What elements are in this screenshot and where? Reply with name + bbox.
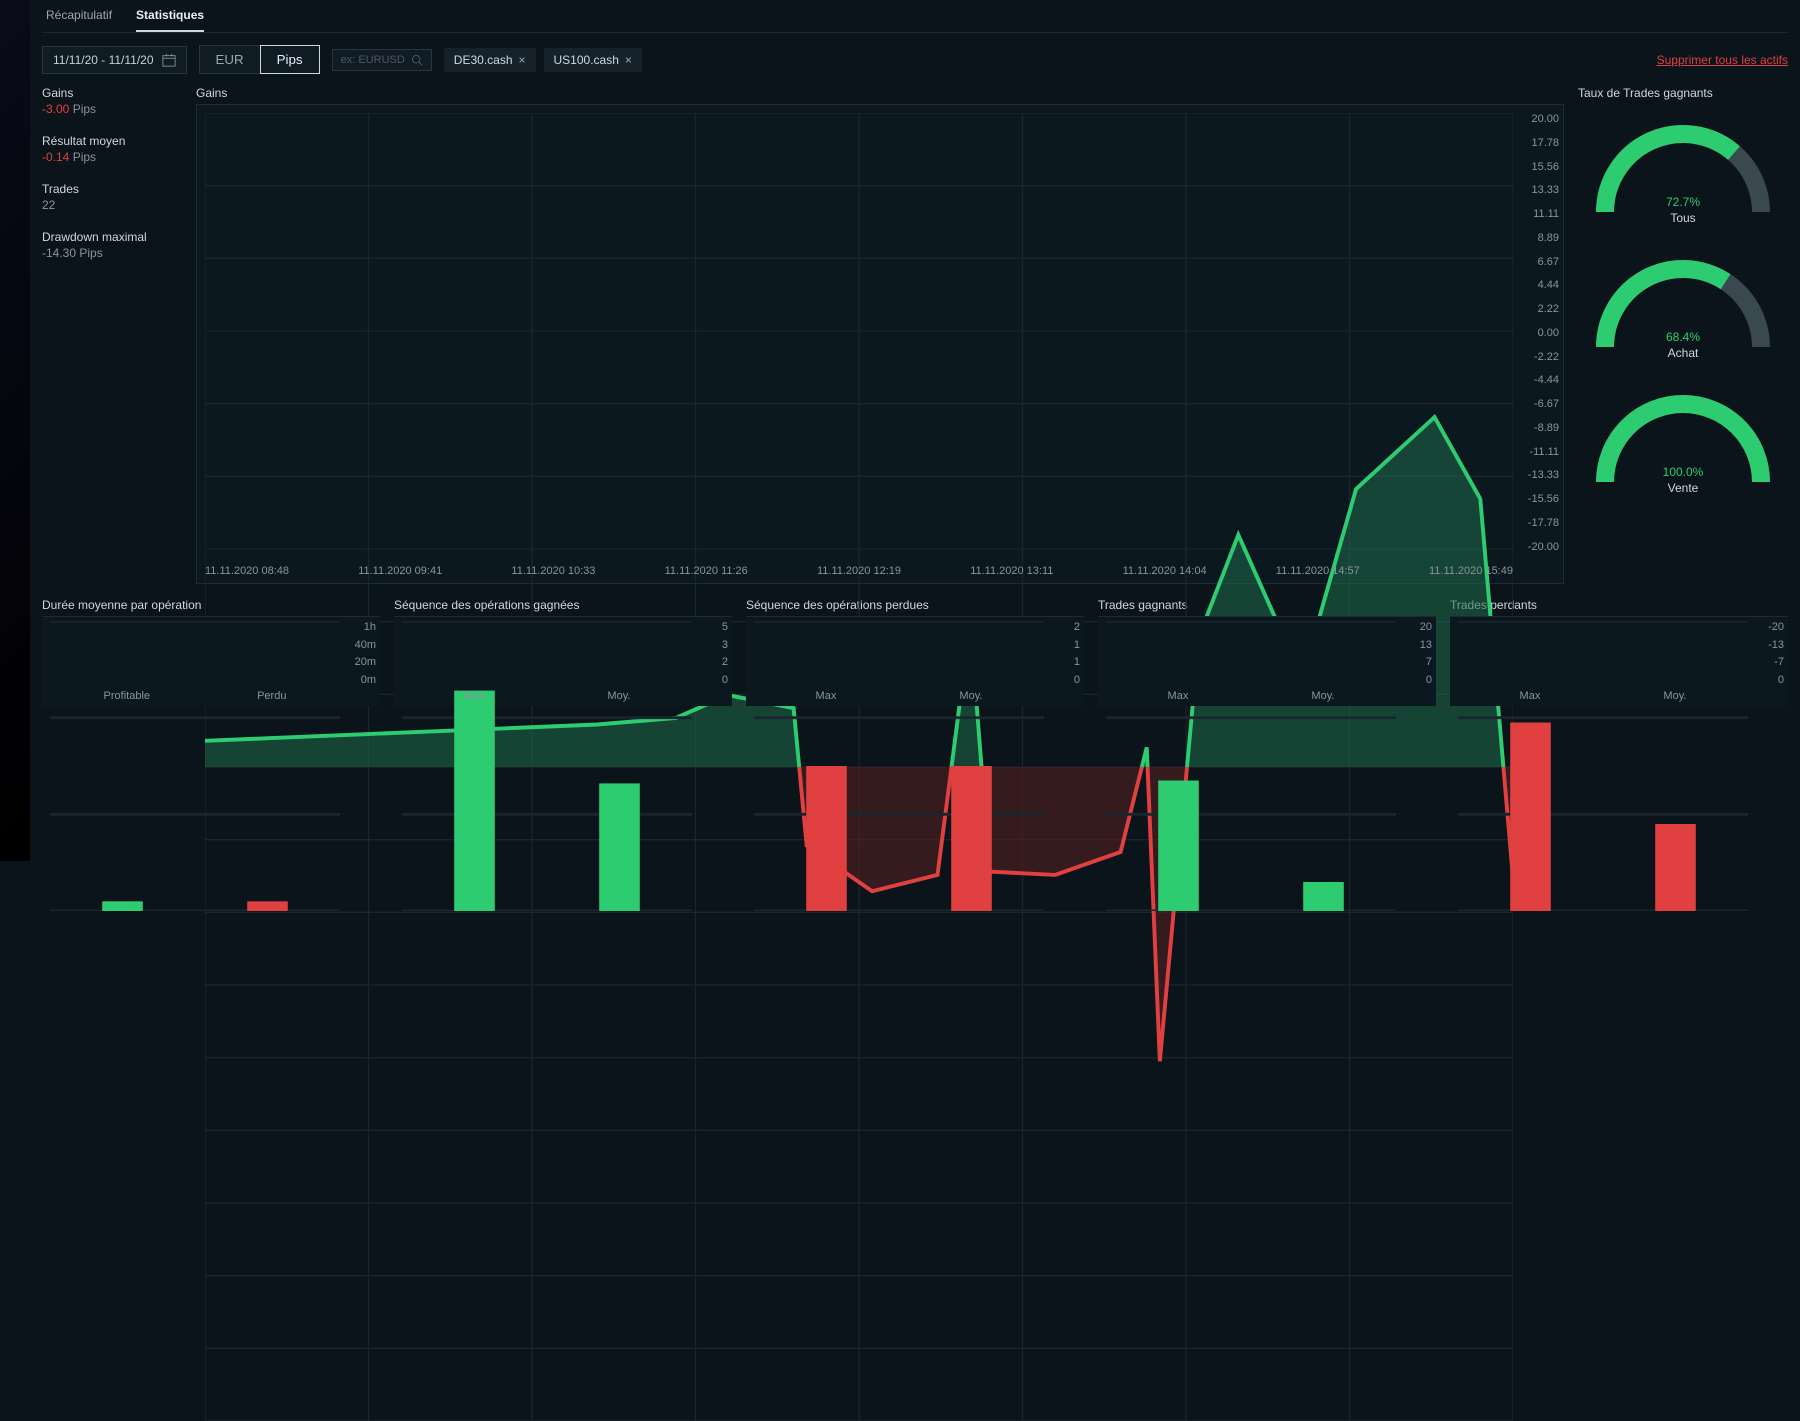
stat-trades-value: 22 [42,198,182,212]
tabs: Récapitulatif Statistiques [42,0,1788,33]
stat-gains-label: Gains [42,86,182,100]
mini-chart[interactable]: 1h40m20m0m ProfitablePerdu [42,616,380,706]
daterange-text: 11/11/20 - 11/11/20 [53,53,154,67]
toolbar: 11/11/20 - 11/11/20 EUR Pips ex: EURUSD … [42,33,1788,86]
mini-xaxis: MaxMoy. [402,690,692,702]
close-icon[interactable]: × [519,53,526,67]
mini-chart[interactable]: -20-13-70 MaxMoy. [1450,616,1788,706]
asset-chip[interactable]: US100.cash × [544,48,642,72]
gains-yaxis: 20.0017.7815.5613.3311.118.896.674.442.2… [1515,113,1559,553]
delete-all-assets[interactable]: Supprimer tous les actifs [1657,53,1788,67]
mini-xaxis: MaxMoy. [1458,690,1748,702]
left-sidebar [0,0,30,861]
stat-avg-value: -0.14 [42,150,69,164]
tab-recap[interactable]: Récapitulatif [46,0,112,32]
unit-pips[interactable]: Pips [260,45,320,74]
mini-yaxis: 2110 [1048,621,1080,686]
mini-yaxis: 201370 [1400,621,1432,686]
stat-dd-value: -14.30 [42,246,76,260]
search-icon [411,54,423,66]
unit-toggle: EUR Pips [199,45,320,74]
gains-chart-title: Gains [196,86,1564,100]
mini-yaxis: 1h40m20m0m [344,621,376,686]
mini-xaxis: ProfitablePerdu [50,690,340,702]
mini-yaxis: -20-13-70 [1752,621,1784,686]
winrate-title: Taux de Trades gagnants [1578,86,1788,100]
tab-stats[interactable]: Statistiques [136,0,204,32]
mini-chart[interactable]: 2110 MaxMoy. [746,616,1084,706]
mini-chart[interactable]: 201370 MaxMoy. [1098,616,1436,706]
mini-xaxis: MaxMoy. [754,690,1044,702]
calendar-icon [162,53,176,67]
daterange-picker[interactable]: 11/11/20 - 11/11/20 [42,46,187,74]
search-placeholder: ex: EURUSD [341,54,405,66]
gains-xaxis: 11.11.2020 08:4811.11.2020 09:4111.11.20… [205,565,1513,577]
mini-yaxis: 5320 [696,621,728,686]
stat-avg-label: Résultat moyen [42,134,182,148]
stat-avg-unit: Pips [73,150,96,164]
unit-eur[interactable]: EUR [199,45,260,74]
stat-dd-unit: Pips [79,246,102,260]
stat-gains-value: -3.00 [42,102,69,116]
asset-search[interactable]: ex: EURUSD [332,49,432,71]
stat-dd-label: Drawdown maximal [42,230,182,244]
gains-chart[interactable]: 20.0017.7815.5613.3311.118.896.674.442.2… [196,104,1564,584]
mini-chart[interactable]: 5320 MaxMoy. [394,616,732,706]
stat-gains-unit: Pips [73,102,96,116]
asset-chip[interactable]: DE30.cash × [444,48,536,72]
close-icon[interactable]: × [625,53,632,67]
stat-trades-label: Trades [42,182,182,196]
chip-label: US100.cash [554,53,619,67]
mini-xaxis: MaxMoy. [1106,690,1396,702]
side-stats: Gains -3.00 Pips Résultat moyen -0.14 Pi… [42,86,182,584]
chip-label: DE30.cash [454,53,513,67]
